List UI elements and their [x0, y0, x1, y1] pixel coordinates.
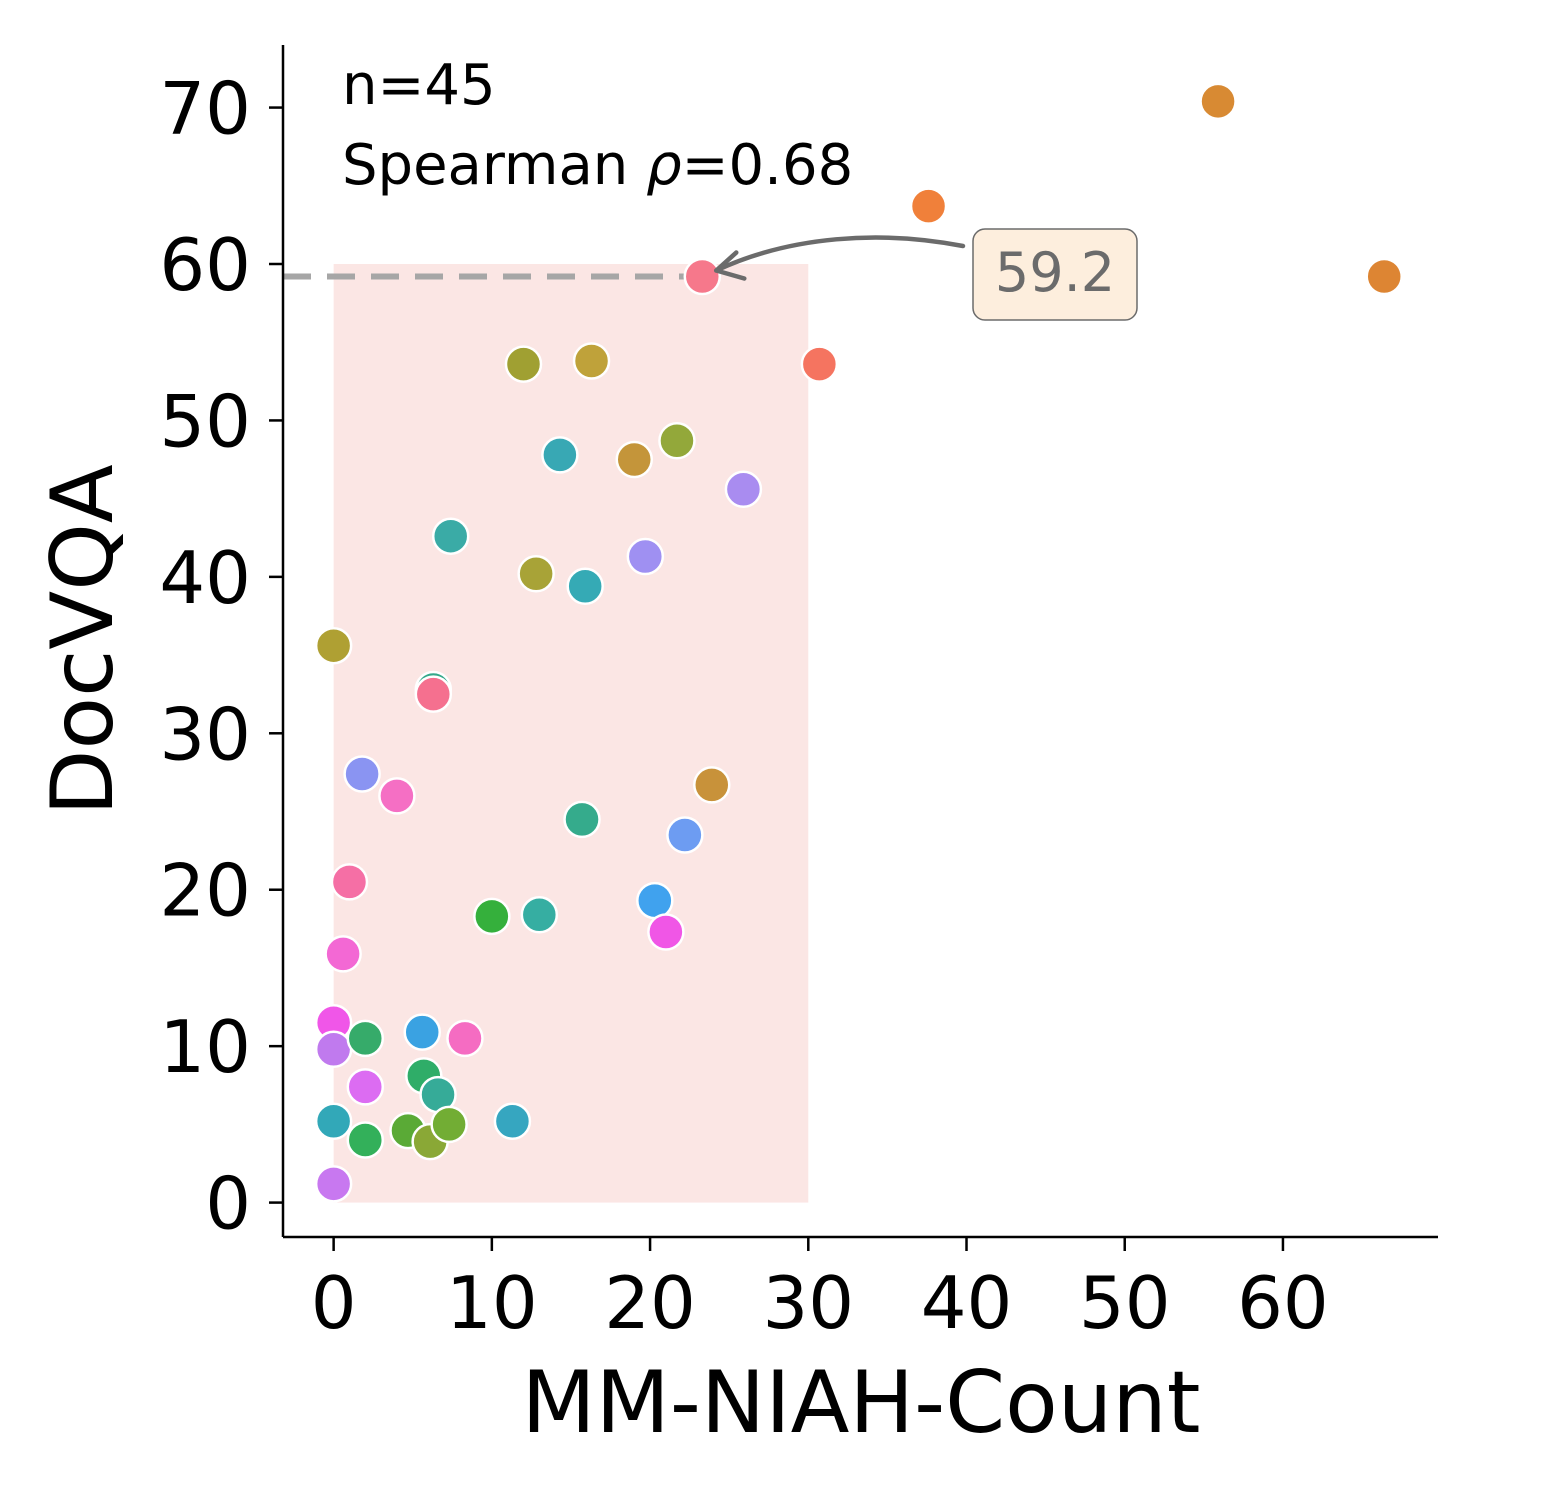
scatter-point: [724, 470, 763, 509]
y-tick-label: 30: [159, 692, 251, 776]
scatter-point: [615, 440, 653, 479]
shaded-region: [333, 264, 809, 1203]
scatter-point: [504, 345, 543, 383]
spearman-prefix: Spearman: [342, 133, 646, 198]
scatter-point: [346, 1019, 385, 1058]
spearman-label: Spearman ρ=0.68: [342, 133, 853, 198]
callout-box: [972, 228, 1138, 321]
scatter-point: [343, 755, 381, 793]
spearman-value: =0.68: [682, 133, 854, 198]
scatter-point: [1365, 257, 1403, 296]
scatter-point: [314, 1165, 353, 1203]
scatter-point: [647, 913, 685, 951]
x-tick-label: 20: [604, 1261, 696, 1345]
scatter-point: [626, 537, 665, 576]
scatter-point: [346, 1121, 385, 1159]
scatter-point: [566, 567, 604, 605]
x-tick-label: 40: [921, 1261, 1013, 1345]
y-tick-label: 20: [159, 849, 251, 933]
scatter-point: [909, 187, 948, 225]
scatter-point: [693, 766, 731, 804]
x-tick-label: 60: [1237, 1261, 1329, 1345]
y-tick-label: 50: [159, 379, 251, 463]
scatter-point: [431, 517, 470, 555]
y-tick-label: 10: [159, 1005, 251, 1089]
callout-arrow: [714, 235, 966, 273]
scatter-point: [683, 257, 722, 296]
scatter-point: [346, 1068, 385, 1106]
y-tick-label: 40: [159, 536, 251, 620]
scatter-point: [473, 897, 511, 936]
y-tick-label: 60: [159, 223, 251, 307]
x-tick-label: 10: [446, 1261, 538, 1345]
x-tick-label: 0: [311, 1261, 357, 1345]
scatter-point: [1199, 82, 1237, 121]
scatter-point: [414, 675, 453, 713]
scatter-point: [324, 935, 362, 973]
scatter-point: [666, 816, 704, 854]
y-tick-label: 70: [159, 67, 251, 151]
scatter-point: [572, 342, 611, 380]
spearman-symbol: ρ: [646, 133, 682, 198]
scatter-point: [314, 1102, 353, 1140]
scatter-point: [800, 345, 839, 383]
x-tick-label: 50: [1079, 1261, 1171, 1345]
scatter-point: [520, 896, 559, 934]
scatter-point: [493, 1102, 532, 1140]
scatter-point: [541, 436, 579, 474]
scatter-point: [517, 554, 555, 593]
scatter-point: [314, 626, 353, 665]
callout-arrowhead: [714, 250, 747, 281]
scatter-point: [403, 1013, 441, 1051]
scatter-point: [314, 1030, 353, 1069]
scatter-point: [658, 422, 696, 460]
scatter-point: [430, 1105, 468, 1144]
scatter-point: [330, 863, 369, 901]
y-tick-label: 0: [205, 1162, 251, 1246]
callout-label: 59.2: [995, 241, 1115, 304]
x-tick-label: 30: [762, 1261, 854, 1345]
sample-size-label: n=45: [342, 53, 496, 118]
y-axis-title: DocVQA: [33, 464, 133, 816]
scatter-point: [636, 881, 674, 920]
scatter-point: [446, 1019, 484, 1058]
scatter-point: [563, 800, 601, 839]
x-axis-title: MM-NIAH-Count: [521, 1353, 1200, 1453]
scatter-point: [378, 777, 416, 815]
